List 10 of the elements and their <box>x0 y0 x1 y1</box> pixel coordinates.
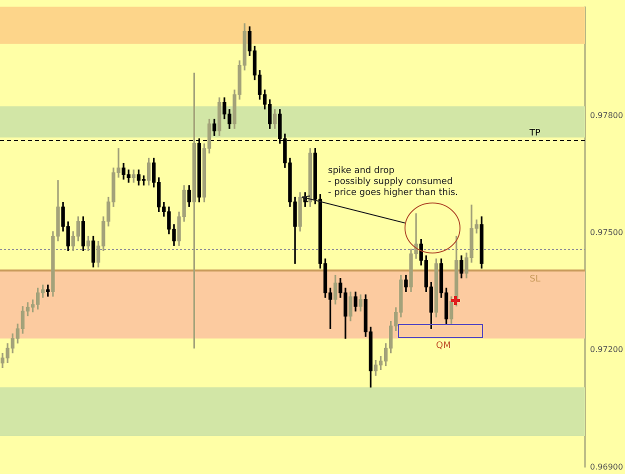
ref-line-label: TP <box>528 128 542 138</box>
y-tick-label: 0.97800 <box>590 111 624 120</box>
y-tick-label: 0.97200 <box>590 345 624 354</box>
annotation: - possibly supply consumed <box>328 177 453 188</box>
ref-line-label: SL <box>530 274 540 284</box>
annotation: QM <box>436 341 451 352</box>
annotation: - price goes higher than this. <box>328 188 458 199</box>
y-tick-label: 0.96900 <box>590 462 624 472</box>
annotation: spike and drop <box>328 166 394 177</box>
y-tick-label: 0.97500 <box>590 228 624 238</box>
